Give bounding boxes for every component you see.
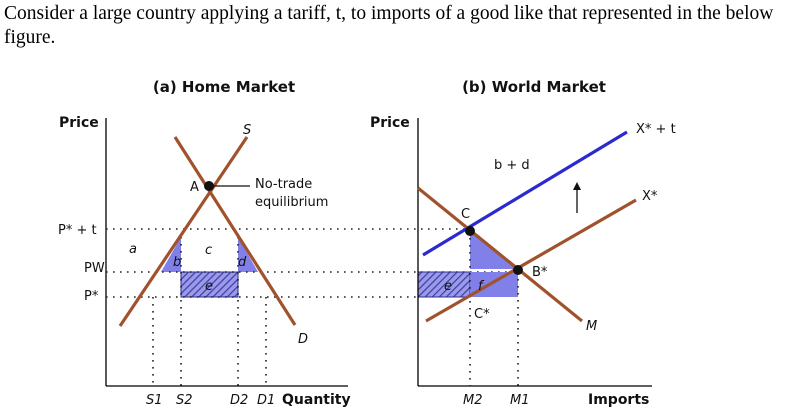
world-title: (b) World Market [462,78,606,96]
d1-label: D1 [257,393,275,408]
home-demand-line [173,136,297,326]
no-trade-label-line1: No-trade [255,177,312,192]
point-b-star-marker [513,265,523,275]
s2-label: S2 [176,393,193,408]
x-star-label: X* [642,189,658,204]
home-area-b [161,237,181,272]
point-c-marker [465,226,475,236]
d2-label: D2 [230,393,248,408]
demand-label: D [298,332,308,347]
point-c-star-label: C* [474,307,490,322]
price-p-label: P* [84,289,99,304]
m2-label: M2 [463,393,483,408]
export-supply-line [425,198,637,323]
xt-label: X* + t [636,122,676,137]
price-pt-label: P* + t [58,223,97,238]
question-text: Consider a large country applying a tari… [4,3,774,48]
point-a-label: A [190,180,199,195]
home-price-label: Price [59,115,99,131]
supply-label: S [243,123,251,138]
m1-label: M1 [510,393,530,408]
home-quantity-label: Quantity [282,392,351,408]
s1-label: S1 [146,393,163,408]
home-title: (a) Home Market [153,78,295,96]
m-label: M [586,319,597,334]
world-area-f-label: f [478,279,485,294]
area-d-label: d [238,255,247,270]
shifted-export-supply-line [422,130,628,257]
home-supply-line [118,136,249,327]
no-trade-label-line2: equilibrium [255,195,328,210]
world-imports-label: Imports [588,392,649,408]
shift-arrow-icon [573,182,581,190]
price-pw-label: PW [84,261,105,276]
area-b-label: b [173,255,181,270]
import-demand-line [416,186,584,323]
home-area-e [180,271,239,298]
area-e-label: e [205,279,213,294]
point-a-marker [204,181,214,191]
world-price-label: Price [370,115,410,131]
point-b-star-label: B* [532,265,548,280]
point-c-label: C [461,207,470,222]
bd-label: b + d [494,158,530,173]
area-a-label: a [129,242,137,257]
world-area-e-label: e [444,279,452,294]
area-c-label: c [205,243,212,258]
